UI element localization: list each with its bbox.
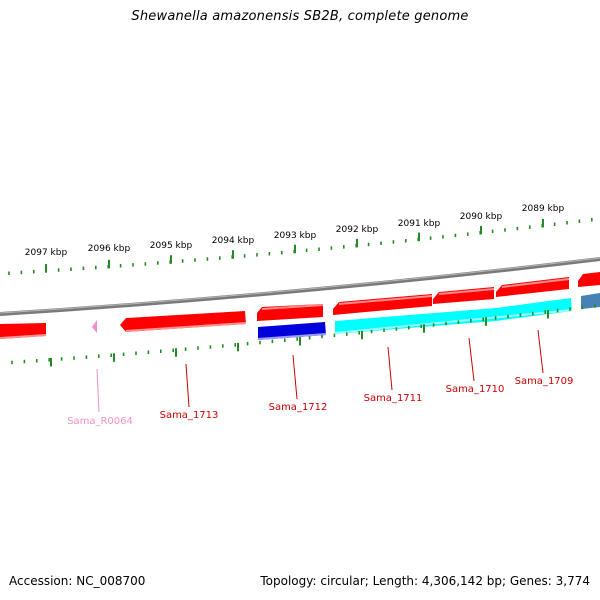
scale-label-2092: 2092 kbp <box>336 225 379 235</box>
rna-feature[interactable] <box>92 320 97 333</box>
forward-strand <box>257 272 600 321</box>
leader-line <box>537 329 544 374</box>
gene-feature-reverse[interactable] <box>335 313 434 334</box>
scale-labels: 2097 kbp 2096 kbp 2095 kbp 2094 kbp 2093… <box>25 204 565 258</box>
gene-label-sama-1711[interactable]: Sama_1711 <box>364 393 423 404</box>
gene-highlight <box>501 278 570 288</box>
gene-labels: Sama_R0064 Sama_1713 Sama_1712 Sama_1711… <box>67 376 573 427</box>
scale-label-2093: 2093 kbp <box>274 231 317 241</box>
gene-feature-forward[interactable] <box>333 294 432 315</box>
outer-scale-ticks <box>8 218 593 275</box>
genome-backbone-highlight <box>0 257 600 314</box>
gene-label-sama-1710[interactable]: Sama_1710 <box>446 384 505 395</box>
scale-label-2089: 2089 kbp <box>522 204 565 214</box>
leader-line <box>387 346 393 391</box>
scale-label-2096: 2096 kbp <box>88 244 131 254</box>
gene-label-sama-1712[interactable]: Sama_1712 <box>269 402 328 413</box>
map-title: Shewanella amazonensis SB2B, complete ge… <box>131 9 469 24</box>
genome-backbone <box>0 257 600 316</box>
gene-highlight <box>261 304 324 310</box>
leader-line <box>96 368 100 413</box>
inner-scale-ticks <box>11 304 596 367</box>
scale-label-2090: 2090 kbp <box>460 212 503 222</box>
leader-line <box>468 337 475 382</box>
scale-label-2095: 2095 kbp <box>150 241 193 251</box>
scale-label-2094: 2094 kbp <box>212 236 255 246</box>
gene-label-sama-1709[interactable]: Sama_1709 <box>515 376 574 387</box>
genome-summary-text: Topology: circular; Length: 4,306,142 bp… <box>260 574 590 588</box>
gene-shadow <box>257 333 327 340</box>
accession-text: Accession: NC_008700 <box>9 574 146 588</box>
gene-feature-forward[interactable] <box>578 272 600 287</box>
gene-shadow <box>125 322 247 332</box>
reverse-strand <box>0 293 600 340</box>
gene-highlight <box>438 288 495 295</box>
gene-feature-reverse[interactable] <box>581 293 600 309</box>
gene-highlight <box>338 295 433 305</box>
label-leaders <box>96 329 544 413</box>
gene-label-sama-1713[interactable]: Sama_1713 <box>160 410 219 421</box>
scale-label-2097: 2097 kbp <box>25 248 68 258</box>
scale-label-2091: 2091 kbp <box>398 219 441 229</box>
gene-label-sama-r0064[interactable]: Sama_R0064 <box>67 416 133 427</box>
gene-shadow <box>0 334 47 339</box>
leader-line <box>292 354 298 400</box>
leader-line <box>185 363 190 408</box>
gene-feature-reverse[interactable] <box>120 311 246 332</box>
